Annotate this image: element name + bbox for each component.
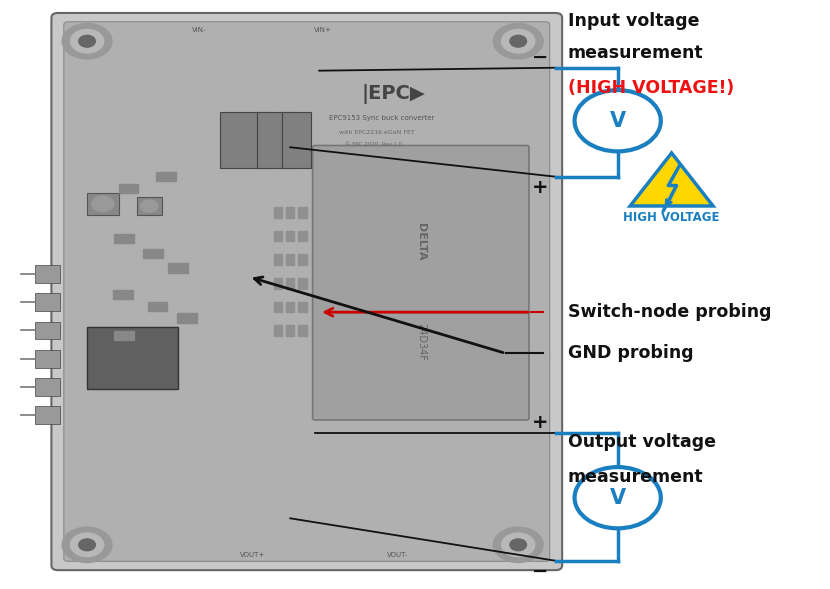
- Text: © EPC 2020  Rev.1.0: © EPC 2020 Rev.1.0: [344, 142, 402, 147]
- Circle shape: [62, 24, 112, 59]
- Bar: [148, 302, 168, 311]
- Text: DELTA: DELTA: [416, 223, 426, 261]
- Circle shape: [493, 527, 543, 562]
- Bar: [115, 234, 134, 243]
- Text: +: +: [532, 178, 549, 197]
- Text: VIN+: VIN+: [315, 28, 332, 34]
- Bar: [113, 290, 133, 299]
- Bar: [299, 231, 307, 241]
- Text: Switch-node probing: Switch-node probing: [568, 303, 771, 321]
- Circle shape: [501, 533, 535, 557]
- Bar: [274, 278, 282, 289]
- Text: V: V: [609, 488, 626, 508]
- Bar: [286, 231, 295, 241]
- Bar: [274, 254, 282, 265]
- Circle shape: [501, 29, 535, 53]
- Circle shape: [62, 527, 112, 562]
- Bar: [299, 207, 307, 218]
- Circle shape: [79, 539, 95, 551]
- FancyBboxPatch shape: [51, 13, 562, 570]
- Bar: [274, 325, 282, 336]
- Bar: [156, 172, 176, 181]
- Bar: [286, 325, 295, 336]
- Text: |EPC▶: |EPC▶: [362, 84, 426, 104]
- Bar: [168, 263, 188, 273]
- Text: with EPC2216 eGaN FET: with EPC2216 eGaN FET: [339, 130, 415, 135]
- Bar: [286, 254, 295, 265]
- Text: V: V: [609, 111, 626, 131]
- Text: GND probing: GND probing: [568, 345, 694, 362]
- Bar: [274, 207, 282, 218]
- Circle shape: [510, 539, 526, 551]
- Text: VOUT+: VOUT+: [240, 552, 266, 558]
- Bar: [274, 231, 282, 241]
- Text: +: +: [532, 413, 549, 432]
- Circle shape: [71, 533, 104, 557]
- Bar: [299, 278, 307, 289]
- Text: measurement: measurement: [568, 44, 704, 62]
- Circle shape: [574, 90, 661, 151]
- Bar: [87, 193, 119, 215]
- Bar: [286, 207, 295, 218]
- Bar: [286, 302, 295, 312]
- Bar: [144, 249, 164, 258]
- Bar: [35, 265, 60, 283]
- Circle shape: [510, 35, 526, 47]
- Text: VOUT-: VOUT-: [388, 552, 408, 558]
- Circle shape: [493, 24, 543, 59]
- Bar: [35, 322, 60, 339]
- Bar: [257, 112, 295, 168]
- Bar: [35, 406, 60, 424]
- Circle shape: [140, 200, 158, 213]
- Bar: [35, 293, 60, 311]
- Text: measurement: measurement: [568, 468, 704, 486]
- Text: −: −: [532, 48, 549, 67]
- Bar: [119, 184, 139, 193]
- Bar: [286, 278, 295, 289]
- Polygon shape: [630, 153, 713, 206]
- Circle shape: [92, 196, 114, 211]
- Bar: [299, 302, 307, 312]
- Circle shape: [574, 467, 661, 528]
- FancyBboxPatch shape: [313, 145, 529, 420]
- Bar: [137, 197, 162, 215]
- Bar: [220, 112, 270, 168]
- Text: 24D34F: 24D34F: [416, 323, 426, 361]
- Circle shape: [79, 35, 95, 47]
- Bar: [35, 378, 60, 396]
- Bar: [299, 325, 307, 336]
- Text: −: −: [532, 562, 549, 581]
- Bar: [177, 313, 197, 323]
- Bar: [35, 350, 60, 368]
- Bar: [115, 331, 134, 340]
- Bar: [299, 254, 307, 265]
- Text: HIGH VOLTAGE: HIGH VOLTAGE: [623, 211, 720, 224]
- Circle shape: [71, 29, 104, 53]
- FancyBboxPatch shape: [64, 22, 549, 561]
- Text: (HIGH VOLTAGE!): (HIGH VOLTAGE!): [568, 80, 735, 97]
- Text: VIN-: VIN-: [192, 28, 206, 34]
- Text: EPC9153 Sync buck converter: EPC9153 Sync buck converter: [329, 115, 434, 121]
- Bar: [87, 327, 178, 389]
- Bar: [274, 302, 282, 312]
- Bar: [282, 112, 311, 168]
- Text: Input voltage: Input voltage: [568, 12, 700, 29]
- Text: Output voltage: Output voltage: [568, 433, 716, 451]
